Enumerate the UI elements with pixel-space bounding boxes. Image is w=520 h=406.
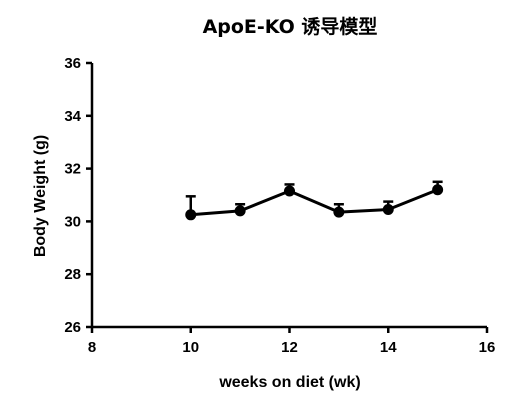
plot-area: 26 28 30 32 34 36 8 10 12 14 16 bbox=[64, 55, 495, 356]
y-tick-label: 32 bbox=[64, 161, 81, 178]
data-point bbox=[234, 205, 246, 217]
x-tick-label: 14 bbox=[380, 339, 397, 356]
y-tick-label: 34 bbox=[64, 108, 81, 125]
y-tick-label: 28 bbox=[64, 266, 81, 283]
x-tick-label: 8 bbox=[88, 339, 96, 356]
data-point bbox=[185, 209, 197, 221]
chart-title: ApoE-KO 诱导模型 bbox=[203, 15, 378, 38]
data-point bbox=[382, 204, 394, 216]
y-tick-label: 26 bbox=[64, 319, 81, 336]
series-line bbox=[190, 188, 439, 217]
y-tick-label: 36 bbox=[64, 55, 81, 72]
y-axis-title: Body Weight (g) bbox=[32, 135, 49, 257]
x-tick-label: 10 bbox=[182, 339, 199, 356]
x-tick-label: 12 bbox=[281, 339, 298, 356]
data-point bbox=[284, 185, 295, 197]
data-point bbox=[432, 184, 444, 196]
data-point bbox=[333, 206, 345, 218]
y-tick-label: 30 bbox=[64, 213, 81, 230]
x-axis-title: weeks on diet (wk) bbox=[218, 374, 360, 391]
x-tick-label: 16 bbox=[479, 339, 496, 356]
